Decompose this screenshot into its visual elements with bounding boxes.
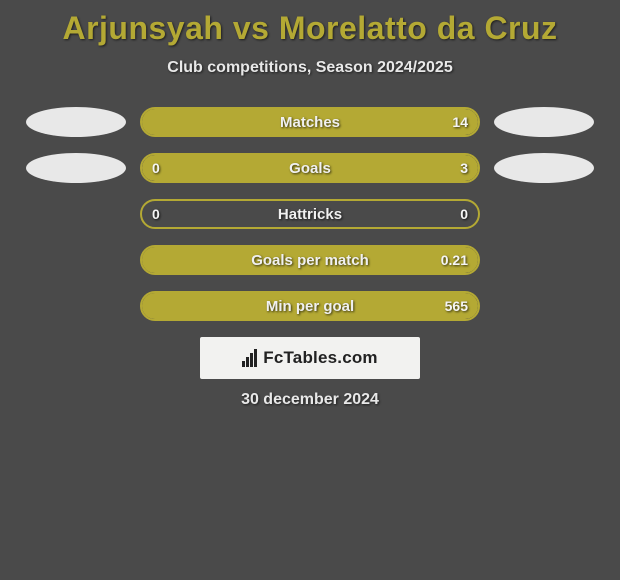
oval-spacer: [26, 245, 126, 275]
oval-spacer: [494, 245, 594, 275]
player-right-oval: [494, 107, 594, 137]
logo-text: FcTables.com: [263, 348, 378, 368]
page-title: Arjunsyah vs Morelatto da Cruz: [0, 10, 620, 47]
stat-row: 14Matches: [0, 107, 620, 137]
stat-bar: 03Goals: [140, 153, 480, 183]
stat-bar: 565Min per goal: [140, 291, 480, 321]
stat-bar: 0.21Goals per match: [140, 245, 480, 275]
stat-card: Arjunsyah vs Morelatto da Cruz Club comp…: [0, 0, 620, 409]
oval-spacer: [26, 199, 126, 229]
player-left-oval: [26, 153, 126, 183]
stat-bar: 0 0Hattricks: [140, 199, 480, 229]
player-right-oval: [494, 153, 594, 183]
bar-fill-right: [142, 109, 478, 135]
stat-row: 0.21Goals per match: [0, 245, 620, 275]
player-left-oval: [26, 107, 126, 137]
bar-fill-right: [142, 247, 478, 273]
stat-value-right: 0: [460, 201, 468, 227]
stat-bar: 14Matches: [140, 107, 480, 137]
bar-fill-right: [202, 155, 478, 181]
oval-spacer: [494, 291, 594, 321]
stat-label: Hattricks: [142, 201, 478, 227]
logo-badge[interactable]: FcTables.com: [200, 337, 420, 379]
stat-value-left: 0: [152, 201, 160, 227]
bar-fill-left: [142, 155, 202, 181]
oval-spacer: [494, 199, 594, 229]
stat-row: 0 0Hattricks: [0, 199, 620, 229]
bar-chart-icon: [242, 349, 257, 367]
date-label: 30 december 2024: [0, 391, 620, 409]
stat-rows: 14Matches 03Goals 0 0Hattricks 0.21Goals per…: [0, 107, 620, 321]
stat-row: 03Goals: [0, 153, 620, 183]
bar-fill-right: [142, 293, 478, 319]
oval-spacer: [26, 291, 126, 321]
stat-row: 565Min per goal: [0, 291, 620, 321]
subtitle: Club competitions, Season 2024/2025: [0, 59, 620, 77]
